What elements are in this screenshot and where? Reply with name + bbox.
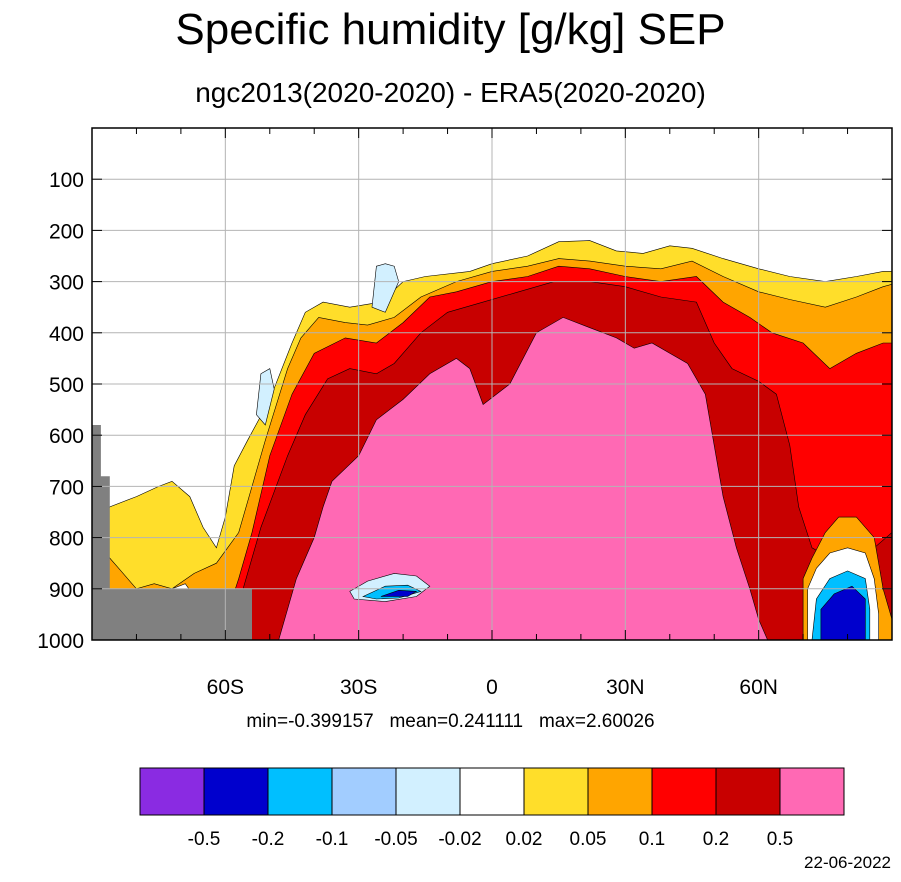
colorbar-box — [203, 767, 269, 816]
axis-tick-labels: 60S 30S 0 30N 60N 100 200 300 400 500 600 700 800 900… — [37, 169, 778, 699]
colorbar-label: 0.5 — [767, 829, 793, 850]
colorbar-box — [395, 767, 461, 816]
colorbar-box — [587, 767, 653, 816]
x-tick-label: 0 — [486, 676, 498, 699]
colorbar-label: -0.02 — [438, 829, 481, 850]
y-tick-label: 400 — [49, 323, 84, 346]
y-tick-label: 300 — [49, 272, 84, 295]
colorbar-label: 0.2 — [703, 829, 729, 850]
date-stamp: 22-06-2022 — [804, 853, 891, 872]
x-tick-label: 60S — [207, 676, 244, 699]
contour-region-level-1 — [380, 589, 418, 597]
y-tick-label: 500 — [49, 374, 84, 397]
stats-text: min=-0.399157 mean=0.241111 max=2.60026 — [246, 711, 655, 732]
colorbar-box — [779, 767, 845, 816]
chart-subtitle: ngc2013(2020-2020) - ERA5(2020-2020) — [195, 77, 706, 108]
x-tick-label: 30S — [340, 676, 377, 699]
y-tick-label: 700 — [49, 476, 84, 499]
colorbar-box — [139, 767, 205, 816]
colorbar-box — [651, 767, 717, 816]
colorbar-box — [267, 767, 333, 816]
y-tick-label: 900 — [49, 579, 84, 602]
y-tick-label: 600 — [49, 425, 84, 448]
colorbar-box — [459, 767, 525, 816]
y-tick-label: 200 — [49, 220, 84, 243]
colorbar-box — [715, 767, 781, 816]
colorbar-label: 0.1 — [639, 829, 665, 850]
colorbar-label: 0.02 — [506, 829, 543, 850]
colorbar-label: -0.1 — [316, 829, 349, 850]
colorbar: -0.5 -0.2 -0.1 -0.05 -0.02 0.02 0.05 0.1 0.2 0.5 — [139, 767, 845, 850]
missing-data-region — [92, 425, 252, 640]
colorbar-label: -0.5 — [188, 829, 221, 850]
x-tick-label: 30N — [606, 676, 645, 699]
colorbar-label: 0.05 — [570, 829, 607, 850]
colorbar-label: -0.2 — [252, 829, 285, 850]
x-tick-label: 60N — [739, 676, 778, 699]
contour-region-level-10 — [278, 317, 768, 640]
contour-region-level-1 — [820, 585, 866, 640]
colorbar-box — [523, 767, 589, 816]
y-tick-label: 1000 — [37, 630, 84, 653]
y-tick-label: 800 — [49, 528, 84, 551]
contour-region-level-4 — [256, 368, 275, 426]
colorbar-label: -0.05 — [374, 829, 417, 850]
colorbar-box — [331, 767, 397, 816]
chart-title: Specific humidity [g/kg] SEP — [175, 5, 726, 54]
axis-ticks — [92, 128, 892, 641]
y-tick-label: 100 — [49, 169, 84, 192]
